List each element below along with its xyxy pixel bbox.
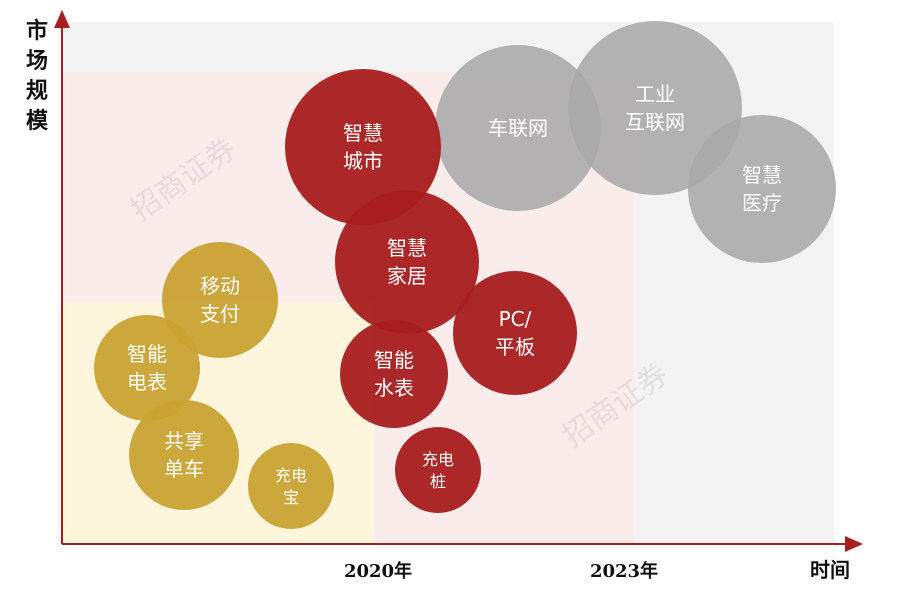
bubble (453, 271, 577, 395)
bubble (435, 45, 601, 211)
bubble-label: 移动支付 (200, 274, 240, 326)
bubble-label: 智能电表 (127, 342, 167, 394)
bubble (285, 69, 441, 225)
bubble-label: PC/平板 (495, 307, 535, 359)
bubble (340, 320, 448, 428)
bubble (162, 242, 278, 358)
bubble-label: 智能水表 (374, 348, 414, 400)
bubble (129, 400, 239, 510)
bubble-label: 车联网 (488, 116, 548, 140)
bubble (248, 443, 334, 529)
bubble (688, 115, 836, 263)
x-tick-label: 2023年 (590, 560, 658, 582)
bubble-label: 共享单车 (164, 429, 204, 481)
bubble-label: 智慧医疗 (742, 163, 782, 215)
x-tick-label: 2020年 (344, 560, 412, 582)
bubble-label: 充电宝 (275, 466, 307, 507)
bubble-label: 智慧家居 (387, 236, 427, 288)
bubble (94, 315, 200, 421)
bubble (335, 190, 479, 334)
bubble-label: 充电桩 (422, 450, 454, 491)
bubble-label: 智慧城市 (343, 121, 383, 173)
bubble-label: 工业互联网 (625, 82, 685, 134)
x-axis-title: 时间 (810, 558, 850, 582)
y-axis-title: 市场规模 (26, 18, 49, 134)
bubble (395, 427, 481, 513)
